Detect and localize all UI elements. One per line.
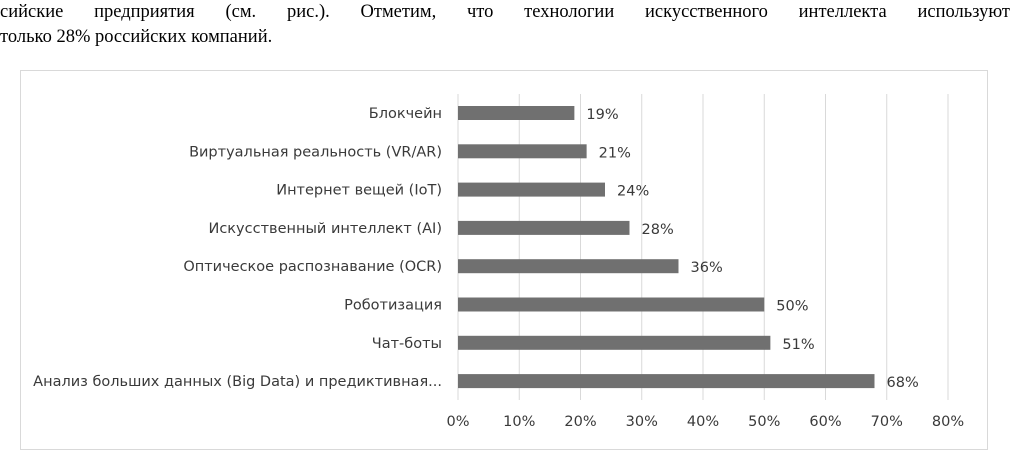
bar (458, 297, 765, 312)
bar (458, 220, 630, 235)
bar (458, 182, 605, 197)
bar (458, 259, 679, 274)
data-label: 21% (599, 145, 631, 161)
x-tick-label: 30% (626, 414, 658, 430)
bar-chart: 0% 10% 20% 30% 40% 50% 60% 70% 80% Блокчейн 19% Вир… (33, 94, 964, 430)
document-text: сийские предприятия (см. рис.). Отметим,… (0, 0, 1010, 50)
category-label: Оптическое распознавание (OCR) (183, 259, 442, 275)
data-label: 50% (776, 299, 808, 315)
data-label: 28% (642, 222, 674, 238)
category-label: Чат-боты (372, 336, 442, 352)
data-label: 19% (586, 107, 618, 123)
x-tick-label: 10% (503, 414, 535, 430)
category-label: Блокчейн (369, 106, 442, 122)
x-tick-label: 0% (446, 414, 469, 430)
x-tick-label: 80% (932, 414, 964, 430)
data-label: 51% (782, 337, 814, 353)
paragraph-line-1: сийские предприятия (см. рис.). Отметим,… (0, 2, 1010, 22)
x-tick-label: 60% (809, 414, 841, 430)
x-tick-label: 70% (871, 414, 903, 430)
bar (458, 374, 875, 389)
x-tick-label: 20% (564, 414, 596, 430)
data-label: 68% (887, 375, 919, 391)
bar (458, 106, 575, 120)
category-label: Роботизация (344, 298, 442, 314)
category-label: Анализ больших данных (Big Data) и преди… (33, 374, 442, 390)
data-label: 24% (617, 184, 649, 200)
category-label: Интернет вещей (IoT) (276, 183, 442, 199)
data-label: 36% (691, 260, 723, 276)
category-label: Искусственный интеллект (AI) (208, 221, 442, 237)
x-tick-label: 40% (687, 414, 719, 430)
paragraph-line-2: только 28% российских компаний. (0, 27, 273, 47)
bar (458, 144, 587, 159)
category-label: Виртуальная реальность (VR/AR) (189, 144, 442, 160)
x-tick-label: 50% (748, 414, 780, 430)
bar (458, 335, 771, 350)
